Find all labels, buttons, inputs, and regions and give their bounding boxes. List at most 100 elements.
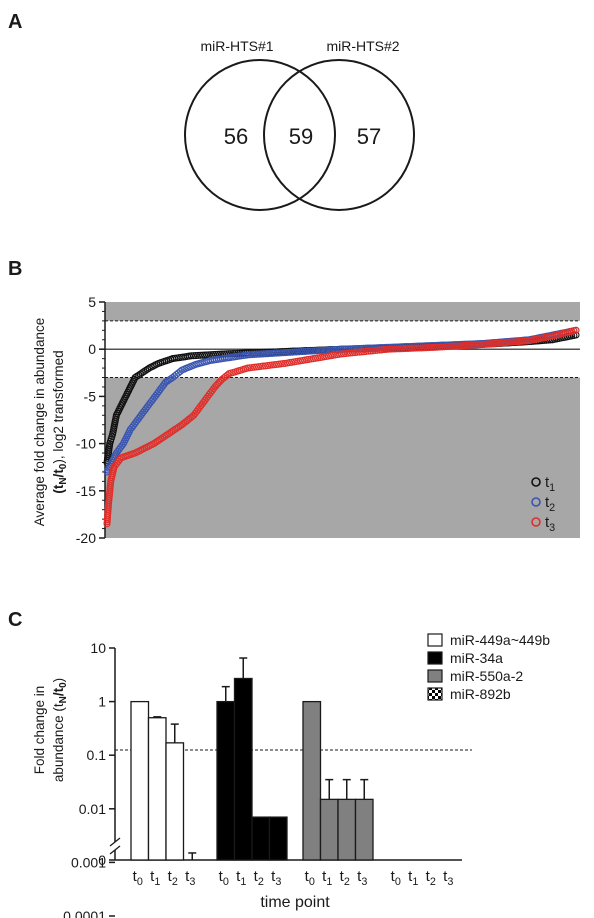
- x-tick-label-base: t: [443, 868, 448, 885]
- data-point: [279, 360, 287, 368]
- x-tick-label: t2: [426, 868, 436, 888]
- data-point: [164, 430, 172, 438]
- bar-marks: [130, 657, 374, 861]
- data-point: [440, 343, 448, 351]
- data-point: [514, 338, 522, 346]
- data-point: [250, 363, 258, 371]
- data-point: [105, 492, 113, 500]
- x-tick-label: t1: [236, 868, 246, 888]
- data-point: [268, 349, 276, 357]
- data-point: [152, 438, 160, 446]
- bar-y-tick-label: 0.01: [79, 801, 106, 817]
- data-point: [384, 345, 392, 353]
- bar-ylabel-line2: abundance (tN/t0): [51, 678, 69, 782]
- data-point: [131, 373, 139, 382]
- data-point: [411, 344, 419, 352]
- data-point: [248, 351, 256, 359]
- bar-miR-550a-2: [337, 798, 357, 861]
- x-tick-label: t0: [391, 868, 401, 888]
- venn-circle-set2: [263, 59, 415, 211]
- data-point: [166, 429, 174, 437]
- x-tick-label: t1: [150, 868, 160, 888]
- scatter-y-tick-label: 5: [88, 294, 96, 310]
- data-point: [454, 342, 462, 350]
- x-tick-label-base: t: [408, 868, 413, 885]
- data-point: [389, 345, 397, 353]
- x-tick-label: t1: [322, 868, 332, 888]
- data-point: [257, 350, 265, 358]
- axis-break-mark: [109, 837, 121, 847]
- data-point: [225, 350, 233, 358]
- x-tick-label: t2: [168, 868, 178, 888]
- data-point: [467, 341, 475, 349]
- legend-label-t2-base: t: [545, 494, 550, 511]
- data-point: [304, 347, 312, 355]
- data-point: [105, 497, 113, 505]
- data-point: [492, 339, 500, 347]
- x-tick-label-base: t: [391, 868, 396, 885]
- data-point: [503, 338, 511, 347]
- data-point: [262, 350, 270, 358]
- data-point: [458, 342, 466, 350]
- data-point: [523, 337, 531, 345]
- x-tick-label-sub: 0: [395, 876, 401, 888]
- data-point: [295, 348, 303, 356]
- scatter-y-tick-label: -20: [76, 530, 96, 546]
- axis-break-mark: [109, 845, 121, 855]
- data-point: [442, 343, 451, 351]
- data-point: [284, 348, 292, 356]
- data-point: [572, 326, 580, 334]
- data-point: [140, 368, 148, 376]
- x-tick-label-base: t: [168, 868, 173, 885]
- data-point: [509, 338, 518, 346]
- data-point: [436, 343, 444, 351]
- x-tick-label-base: t: [322, 868, 327, 885]
- data-point: [150, 440, 158, 448]
- bar-y-tick-label: 0: [98, 852, 106, 868]
- venn-diagram: miR-HTS#1 miR-HTS#2 56 59 57: [184, 38, 415, 211]
- x-tick-label: t3: [271, 868, 281, 888]
- scatter-shading: [105, 302, 580, 538]
- data-point: [494, 339, 502, 347]
- data-point: [346, 349, 354, 357]
- data-point: [387, 345, 395, 353]
- x-tick-label-sub: 1: [154, 876, 160, 888]
- data-point: [471, 341, 480, 349]
- x-tick-label-sub: 2: [258, 876, 264, 888]
- bar-group-1: [216, 657, 288, 861]
- bar-group-0: [130, 700, 197, 861]
- data-point: [382, 345, 390, 353]
- legend-label-t3-sub: 3: [549, 522, 555, 534]
- bar-x-ticks: t0 t1 t2 t3 t0 t1 t2 t3 t0 t1 t2 t3 t0 t1 t2 t3: [133, 868, 454, 888]
- x-tick-label-sub: 2: [172, 876, 178, 888]
- bar-miR-449a~449b: [147, 717, 167, 861]
- data-point: [165, 376, 173, 384]
- data-point: [380, 346, 388, 354]
- panel-letter-c: C: [8, 609, 22, 631]
- data-point: [192, 352, 200, 360]
- bar-ylabel-line1: Fold change in: [32, 686, 47, 775]
- data-point: [409, 344, 417, 352]
- x-tick-label-sub: 3: [189, 876, 195, 888]
- data-point: [373, 346, 381, 354]
- data-point: [402, 344, 410, 353]
- data-point: [291, 348, 299, 356]
- data-point: [485, 340, 493, 348]
- legend-marker-t1: [531, 477, 541, 487]
- bar-y-tick-label: 0.1: [87, 747, 107, 763]
- data-point: [293, 348, 301, 356]
- data-point: [190, 352, 198, 360]
- data-point: [431, 343, 439, 351]
- data-point: [396, 345, 404, 353]
- data-point: [317, 346, 325, 354]
- bar-miR-550a-2: [319, 798, 339, 861]
- data-point: [273, 349, 281, 357]
- data-point: [340, 350, 348, 358]
- x-tick-label-base: t: [340, 868, 345, 885]
- data-point: [288, 348, 296, 356]
- data-point: [264, 350, 272, 358]
- data-point: [364, 347, 372, 355]
- scatter-chart: 5 0 -5 -10 -15 -20 Average fold change in abu…: [32, 294, 580, 546]
